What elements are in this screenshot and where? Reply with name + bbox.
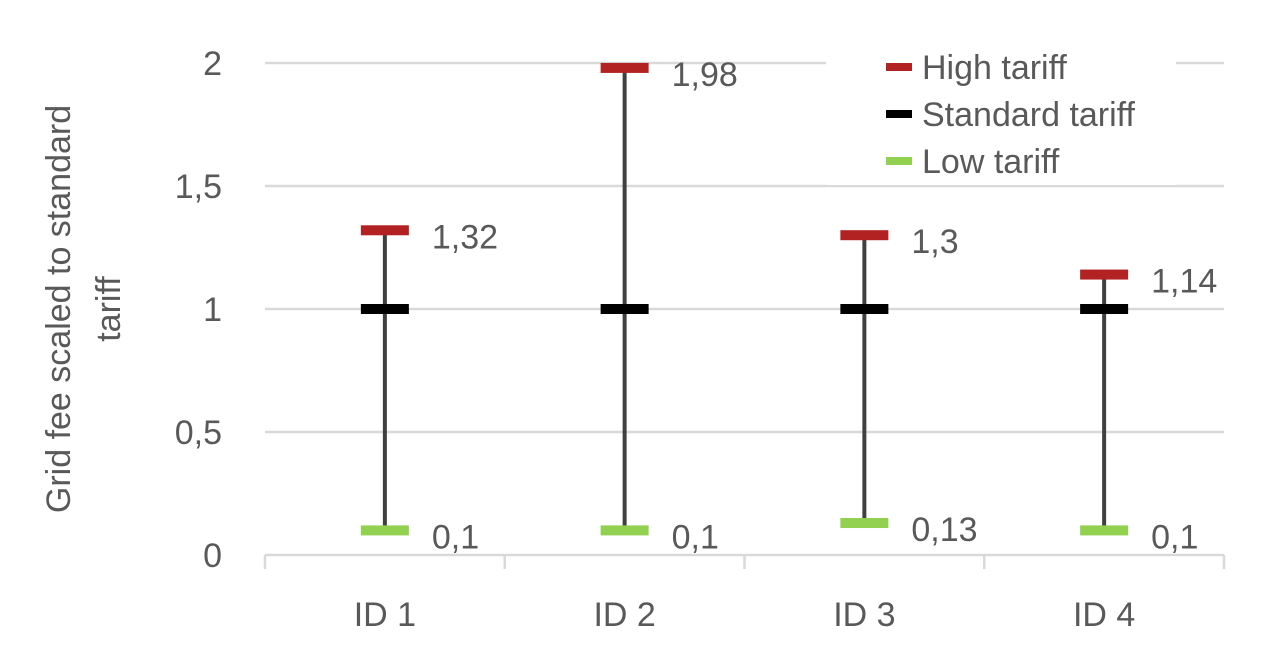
- legend: High tariff Standard tariff Low tariff: [826, 40, 1176, 185]
- legend-entry: Standard tariff: [922, 96, 1136, 134]
- y-axis-title: Grid fee scaled to standard tariff: [40, 105, 128, 513]
- x-axis: [263, 553, 1226, 569]
- category-label: ID 2: [593, 596, 655, 634]
- high-tariff-marker: [840, 230, 889, 241]
- high-tariff-marker: [360, 225, 409, 236]
- standard-tariff-marker: [840, 304, 889, 314]
- y-axis-title-line: Grid fee scaled to standard: [40, 105, 78, 513]
- y-tick-label: 2: [203, 45, 222, 83]
- y-tick-label: 0,5: [175, 414, 222, 452]
- high-tariff-marker: [1080, 269, 1129, 280]
- range-lines: [382, 67, 1107, 531]
- y-tick-labels: 0 0,5 1 1,5 2: [175, 45, 222, 575]
- y-tick-label: 1,5: [175, 168, 222, 206]
- legend-swatch: [886, 110, 912, 118]
- legend-entry: Low tariff: [922, 143, 1060, 181]
- y-tick-label: 1: [203, 291, 222, 329]
- low-tariff-label: 0,1: [672, 518, 719, 556]
- tariff-markers: [360, 62, 1129, 536]
- category-label: ID 1: [354, 596, 416, 634]
- low-tariff-label: 0,1: [1151, 518, 1198, 556]
- category-label: ID 3: [833, 596, 895, 634]
- y-axis-title-line: tariff: [90, 276, 128, 342]
- high-tariff-label: 1,98: [672, 56, 738, 94]
- standard-tariff-marker: [360, 304, 409, 314]
- low-tariff-marker: [1080, 525, 1129, 536]
- legend-swatch: [886, 157, 912, 165]
- data-labels: 1,32 1,98 1,3 1,14 0,1 0,1 0,13 0,1: [432, 56, 1217, 556]
- y-tick-label: 0: [203, 537, 222, 575]
- high-tariff-label: 1,32: [432, 218, 498, 256]
- high-tariff-label: 1,3: [911, 223, 958, 261]
- legend-entry: High tariff: [922, 49, 1067, 87]
- standard-tariff-marker: [1080, 304, 1129, 314]
- high-tariff-label: 1,14: [1151, 263, 1217, 301]
- low-tariff-marker: [840, 518, 889, 529]
- low-tariff-marker: [360, 525, 409, 536]
- legend-swatch: [886, 63, 912, 71]
- low-tariff-marker: [600, 525, 649, 536]
- standard-tariff-marker: [600, 304, 649, 314]
- low-tariff-label: 0,1: [432, 518, 479, 556]
- category-labels: ID 1 ID 2 ID 3 ID 4: [354, 596, 1136, 634]
- legend-background: [826, 40, 1176, 185]
- category-label: ID 4: [1073, 596, 1135, 634]
- high-tariff-marker: [600, 62, 649, 73]
- low-tariff-label: 0,13: [911, 511, 977, 549]
